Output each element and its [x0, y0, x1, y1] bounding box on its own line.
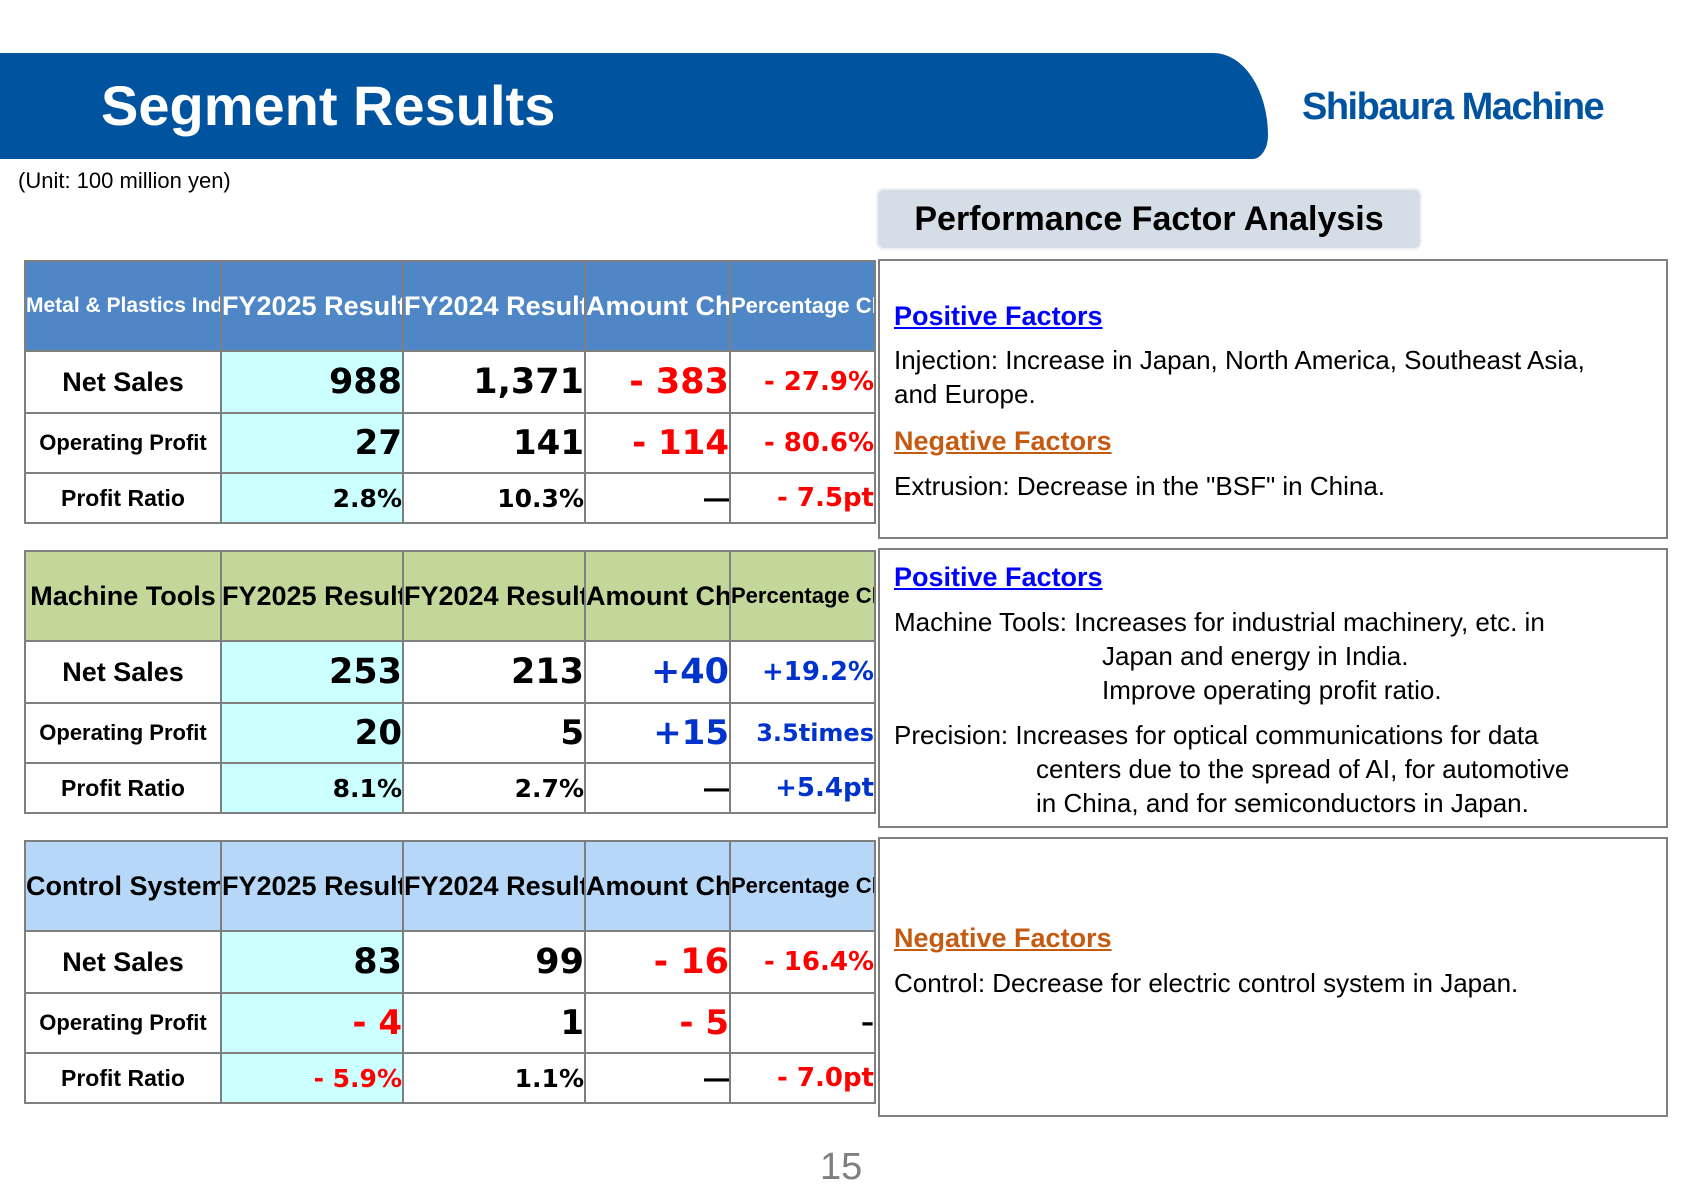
factor-text: Precision: Increases for optical communi…	[894, 720, 1539, 750]
header-fy2024: FY2024 Results	[402, 260, 586, 352]
amount-change-value: ―	[584, 1052, 731, 1104]
fy2025-value: - 5.9%	[220, 1052, 404, 1104]
table-row: Net Sales 988 1,371 - 383 - 27.9%	[24, 350, 876, 414]
table-header-row: Machine Tools FY2025 Results FY2024 Resu…	[24, 550, 876, 642]
factor-box-machine-tools: Positive Factors Machine Tools: Increase…	[878, 548, 1668, 828]
fy2024-value: 10.3%	[402, 472, 586, 524]
pct-change-value: +19.2%	[729, 640, 876, 704]
fy2024-value: 2.7%	[402, 762, 586, 814]
amount-change-value: - 16	[584, 930, 731, 994]
header-fy2025: FY2025 Results	[220, 550, 404, 642]
row-label: Operating Profit	[24, 412, 222, 474]
factor-text: Improve operating profit ratio.	[1102, 675, 1442, 705]
analysis-title: Performance Factor Analysis	[876, 188, 1422, 250]
table-row: Profit Ratio 2.8% 10.3% ― - 7.5pt	[24, 472, 876, 524]
negative-factors-label: Negative Factors	[894, 923, 1112, 953]
factor-text: Control: Decrease for electric control s…	[894, 968, 1519, 998]
metal-plastics-table: Metal & Plastics Industrial Machine FY20…	[24, 260, 876, 524]
fy2024-value: 99	[402, 930, 586, 994]
header-amount-change: Amount Change	[584, 550, 731, 642]
factor-box-control-systems: Negative Factors Control: Decrease for e…	[878, 837, 1668, 1117]
table-header-row: Metal & Plastics Industrial Machine FY20…	[24, 260, 876, 352]
row-label: Operating Profit	[24, 992, 222, 1054]
page-number: 15	[820, 1146, 863, 1188]
row-label: Net Sales	[24, 350, 222, 414]
pct-change-value: - 7.5pt	[729, 472, 876, 524]
positive-factors-label: Positive Factors	[894, 301, 1103, 331]
pct-change-value: - 7.0pt	[729, 1052, 876, 1104]
segment-name: Machine Tools	[24, 550, 222, 642]
pct-change-value: 3.5times	[729, 702, 876, 764]
factor-text: Injection: Increase in Japan, North Amer…	[894, 345, 1585, 375]
fy2025-value: 988	[220, 350, 404, 414]
factor-text: and Europe.	[894, 379, 1036, 409]
fy2024-value: 5	[402, 702, 586, 764]
factor-text: in China, and for semiconductors in Japa…	[1036, 788, 1529, 818]
factor-box-metal-plastics: Positive Factors Injection: Increase in …	[878, 259, 1668, 539]
unit-note: (Unit: 100 million yen)	[18, 168, 231, 193]
header-fy2024: FY2024 Results	[402, 840, 586, 932]
control-systems-table: Control Systems FY2025 Results FY2024 Re…	[24, 840, 876, 1104]
pct-change-value: - 80.6%	[729, 412, 876, 474]
fy2025-value: 83	[220, 930, 404, 994]
row-label: Net Sales	[24, 640, 222, 704]
factor-text: Extrusion: Decrease in the "BSF" in Chin…	[894, 471, 1386, 501]
fy2025-value: 20	[220, 702, 404, 764]
row-label: Profit Ratio	[24, 762, 222, 814]
fy2024-value: 1.1%	[402, 1052, 586, 1104]
amount-change-value: - 114	[584, 412, 731, 474]
pct-change-value: –	[729, 992, 876, 1054]
header-amount-change: Amount Change	[584, 840, 731, 932]
positive-factors-label: Positive Factors	[894, 562, 1103, 592]
table-row: Operating Profit - 4 1 - 5 –	[24, 992, 876, 1054]
fy2025-value: 253	[220, 640, 404, 704]
table-header-row: Control Systems FY2025 Results FY2024 Re…	[24, 840, 876, 932]
table-row: Net Sales 253 213 +40 +19.2%	[24, 640, 876, 704]
company-logo: Shibaura Machine	[1302, 86, 1605, 128]
row-label: Operating Profit	[24, 702, 222, 764]
row-label: Net Sales	[24, 930, 222, 994]
amount-change-value: - 383	[584, 350, 731, 414]
segment-name: Metal & Plastics Industrial Machine	[24, 260, 222, 352]
table-row: Net Sales 83 99 - 16 - 16.4%	[24, 930, 876, 994]
fy2025-value: 8.1%	[220, 762, 404, 814]
row-label: Profit Ratio	[24, 1052, 222, 1104]
fy2024-value: 1,371	[402, 350, 586, 414]
fy2024-value: 213	[402, 640, 586, 704]
machine-tools-table: Machine Tools FY2025 Results FY2024 Resu…	[24, 550, 876, 814]
pct-change-value: - 27.9%	[729, 350, 876, 414]
pct-change-value: - 16.4%	[729, 930, 876, 994]
header-percentage-change: Percentage Change	[729, 260, 876, 352]
header-fy2024: FY2024 Results	[402, 550, 586, 642]
factor-text: Machine Tools: Increases for industrial …	[894, 607, 1545, 637]
segment-name: Control Systems	[24, 840, 222, 932]
fy2025-value: 27	[220, 412, 404, 474]
amount-change-value: - 5	[584, 992, 731, 1054]
factor-text: centers due to the spread of AI, for aut…	[1036, 754, 1570, 784]
amount-change-value: +40	[584, 640, 731, 704]
fy2024-value: 1	[402, 992, 586, 1054]
table-row: Operating Profit 27 141 - 114 - 80.6%	[24, 412, 876, 474]
header-fy2025: FY2025 Results	[220, 260, 404, 352]
header-banner	[0, 53, 1268, 159]
page-title: Segment Results	[101, 74, 556, 137]
header-fy2025: FY2025 Results	[220, 840, 404, 932]
factor-text: Japan and energy in India.	[1102, 641, 1409, 671]
fy2024-value: 141	[402, 412, 586, 474]
table-row: Profit Ratio - 5.9% 1.1% ― - 7.0pt	[24, 1052, 876, 1104]
table-row: Profit Ratio 8.1% 2.7% ― +5.4pt	[24, 762, 876, 814]
amount-change-value: ―	[584, 472, 731, 524]
table-row: Operating Profit 20 5 +15 3.5times	[24, 702, 876, 764]
row-label: Profit Ratio	[24, 472, 222, 524]
header-percentage-change: Percentage Change	[729, 550, 876, 642]
amount-change-value: ―	[584, 762, 731, 814]
amount-change-value: +15	[584, 702, 731, 764]
pct-change-value: +5.4pt	[729, 762, 876, 814]
header-percentage-change: Percentage Change	[729, 840, 876, 932]
fy2025-value: - 4	[220, 992, 404, 1054]
fy2025-value: 2.8%	[220, 472, 404, 524]
negative-factors-label: Negative Factors	[894, 426, 1112, 456]
header-amount-change: Amount Change	[584, 260, 731, 352]
